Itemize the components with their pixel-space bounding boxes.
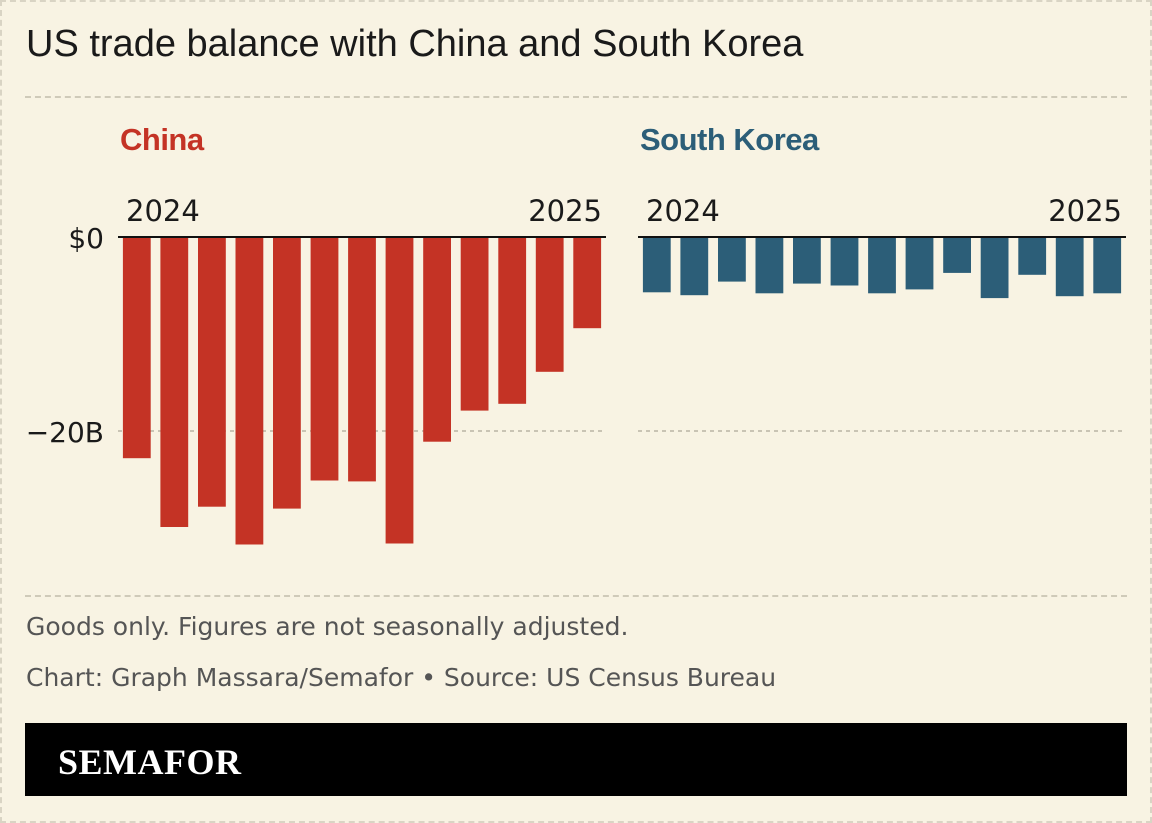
source-credit: Chart: Graph Massara/Semafor • Source: U… <box>26 663 777 692</box>
china-year-label-start: 2024 <box>126 194 200 228</box>
china-bar-5 <box>273 237 301 509</box>
footnote-goods: Goods only. Figures are not seasonally a… <box>26 612 629 641</box>
korea-bar-9 <box>943 237 971 273</box>
semafor-logo: SEMAFOR <box>58 742 242 782</box>
korea-year-label-start: 2024 <box>646 194 720 228</box>
south-korea-panel-title: South Korea <box>640 122 819 157</box>
y-tick-label-1: −20B <box>26 416 104 449</box>
korea-bar-1 <box>642 237 671 293</box>
korea-bar-8 <box>905 237 934 290</box>
korea-bar-5 <box>793 237 821 284</box>
korea-bar-13 <box>1093 237 1122 294</box>
chart-title: US trade balance with China and South Ko… <box>26 23 804 65</box>
top-divider <box>25 96 1127 98</box>
brand-bar: SEMAFOR <box>25 723 1127 796</box>
y-tick-label-0: $0 <box>68 222 104 255</box>
china-bar-8 <box>385 237 414 544</box>
china-bar-13 <box>573 237 602 329</box>
korea-bar-10 <box>980 237 1009 299</box>
china-year-label-end: 2025 <box>528 194 602 228</box>
bottom-divider <box>25 595 1127 597</box>
korea-bar-4 <box>755 237 784 294</box>
china-bar-12 <box>535 237 564 372</box>
china-panel-title: China <box>120 122 204 157</box>
korea-bar-6 <box>830 237 859 286</box>
korea-bar-11 <box>1018 237 1047 275</box>
china-bar-3 <box>198 237 226 507</box>
korea-bar-2 <box>680 237 709 296</box>
china-bar-4 <box>235 237 264 545</box>
korea-year-label-end: 2025 <box>1048 194 1122 228</box>
china-bar-7 <box>348 237 376 482</box>
china-bar-1 <box>122 237 151 459</box>
china-bar-6 <box>310 237 339 481</box>
korea-bar-3 <box>718 237 746 282</box>
china-bar-11 <box>498 237 527 404</box>
china-bar-9 <box>423 237 451 442</box>
korea-bar-7 <box>868 237 896 294</box>
china-bar-10 <box>460 237 489 411</box>
korea-bar-12 <box>1055 237 1084 297</box>
china-bar-2 <box>160 237 189 527</box>
